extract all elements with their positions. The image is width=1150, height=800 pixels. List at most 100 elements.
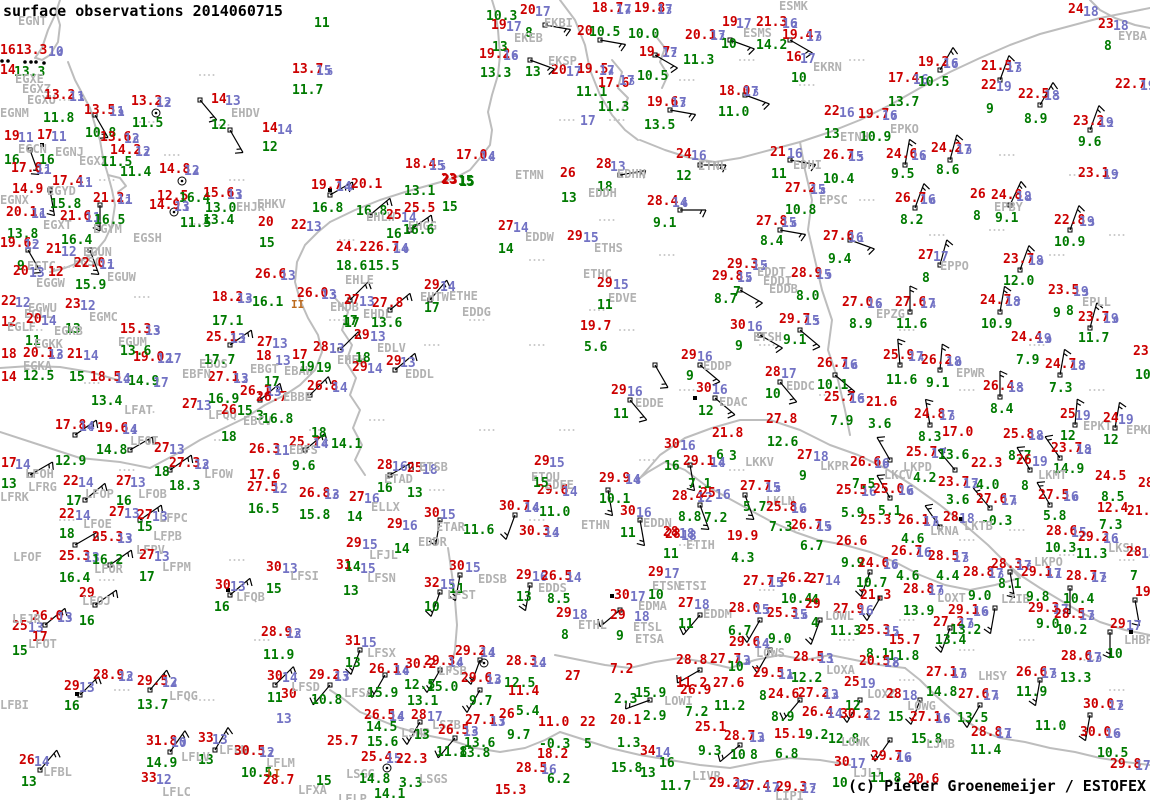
station-id: LKTB [964, 519, 993, 533]
wind-barb-tick [961, 720, 968, 728]
wind-barb-tick [1047, 438, 1052, 441]
station-id: EBFN [182, 367, 211, 381]
wind-value: 16 [839, 106, 855, 121]
wind-barb-tick [1028, 700, 1036, 707]
wind-barb-tick [249, 578, 253, 587]
wind-barb-tick [97, 676, 102, 685]
dewpoint-value: 15 [533, 476, 549, 491]
wind-barb-tick [686, 487, 695, 492]
wind-barb-tick [727, 411, 732, 415]
station-id: LFPB [153, 529, 182, 543]
wind-sub-value: 1 [489, 649, 496, 660]
dewpoint-value: 16.8 [262, 412, 294, 427]
station-id: LFBI [0, 698, 29, 712]
temperature-value: 27 [797, 448, 813, 463]
temperature-value: 30 [620, 504, 636, 519]
dewpoint-value: 5 [584, 737, 592, 752]
station-id: LSGS [419, 772, 448, 786]
wind-barb-tick [1078, 735, 1086, 742]
dewpoint-value: 17.7 [204, 353, 236, 368]
dewpoint-value: 13.7 [137, 698, 169, 713]
wind-barb-tick [190, 454, 194, 464]
wind-barb-tick [940, 451, 946, 454]
wind-value: 19 [1140, 79, 1150, 94]
temperature-value: 27 [257, 335, 273, 350]
station-id: EDSB [478, 572, 507, 586]
wind-barb-tick [874, 753, 878, 759]
dewpoint-value: 11.2 [714, 699, 746, 714]
dewpoint-value: 15.5 [368, 259, 400, 274]
wind-barb-tick [276, 385, 279, 391]
wind-sub-value: 9 [1115, 730, 1122, 741]
wind-barb-tick [64, 608, 68, 617]
dewpoint-value: 9.1 [995, 211, 1019, 226]
dewpoint-value: 8.4 [760, 234, 784, 249]
wind-barb-tick [99, 136, 109, 139]
wind-barb-tick [1028, 245, 1035, 252]
wind-sub-value: 7 [343, 673, 350, 684]
wind-barb-tick [96, 531, 99, 541]
dewpoint-value: 16 [214, 600, 230, 615]
temperature-value: 23 [65, 297, 81, 312]
wind-value: 13 [280, 269, 296, 284]
temperature-value: 29 [610, 608, 626, 623]
wind-barb-tick [1008, 55, 1015, 62]
wind-barb-tick [411, 355, 414, 361]
temperature-value: 34 [640, 744, 656, 759]
wind-barb-tick [246, 580, 249, 586]
wind-barb-tick [351, 181, 354, 191]
station-id: EPWR [956, 366, 985, 380]
wind-sub-value: 8 [719, 459, 726, 470]
temperature-value: 21 [67, 347, 83, 362]
wind-barb-tick [699, 209, 703, 215]
dewpoint-value: 11.3 [683, 53, 715, 68]
dewpoint-value: 8.8 [678, 510, 702, 525]
dewpoint-value: 10 [1107, 647, 1123, 662]
temperature-value: 27 [109, 505, 125, 520]
temperature-value: 27 [349, 490, 365, 505]
temperature-value: 17.0 [942, 425, 974, 440]
temperature-value: 22 [291, 218, 307, 233]
wind-barb-tick [1134, 619, 1139, 623]
temperature-value: 21.3 [860, 588, 892, 603]
temperature-value: 29 [534, 454, 550, 469]
wind-sub-value: 9 [826, 523, 833, 534]
dewpoint-value: 10.0 [628, 27, 660, 42]
dewpoint-value: 9 [735, 339, 743, 354]
wind-barb-tick [700, 528, 709, 531]
wind-value: 19 [996, 80, 1012, 95]
dewpoint-value: 16.8 [312, 201, 344, 216]
temperature-value: 28 [765, 365, 781, 380]
wind-barb-tick [973, 485, 982, 489]
dewpoint-value: 12 [262, 140, 278, 155]
wind-barb-tick [1076, 398, 1085, 404]
wind-barb-tick [1096, 302, 1104, 309]
temperature-value: 21 [46, 242, 62, 257]
temperature-value: 28 [943, 510, 959, 525]
wind-barb-tick [604, 512, 613, 517]
wind-barb-tick [446, 279, 451, 288]
temperature-value: 7.2 [610, 662, 634, 677]
dewpoint-value: 10 [832, 776, 848, 791]
dewpoint-value: 7.3 [1049, 381, 1073, 396]
wind-barb-tick [909, 289, 915, 293]
dewpoint-value: 17 [342, 314, 358, 329]
wind-sub-value: 4 [930, 300, 937, 311]
wind-barb-tick [670, 67, 678, 74]
station-id: ESMK [779, 0, 808, 13]
wind-barb-tick [755, 302, 763, 309]
station-id: ETHL [578, 618, 607, 632]
station-id: LFSN [367, 571, 396, 585]
map-title: surface observations 2014060715 [3, 2, 283, 20]
dewpoint-value: 7 [1130, 569, 1138, 584]
temperature-value: 26.2 [780, 571, 812, 586]
wind-barb-tick [876, 436, 886, 439]
station-id: EDDW [525, 230, 554, 244]
calm-station-symbol [177, 176, 187, 186]
wind-barb-tick [1078, 205, 1085, 212]
wind-barb-tick [430, 214, 434, 224]
wind-barb-tick [926, 402, 931, 406]
dewpoint-value: 6.8 [775, 747, 799, 762]
